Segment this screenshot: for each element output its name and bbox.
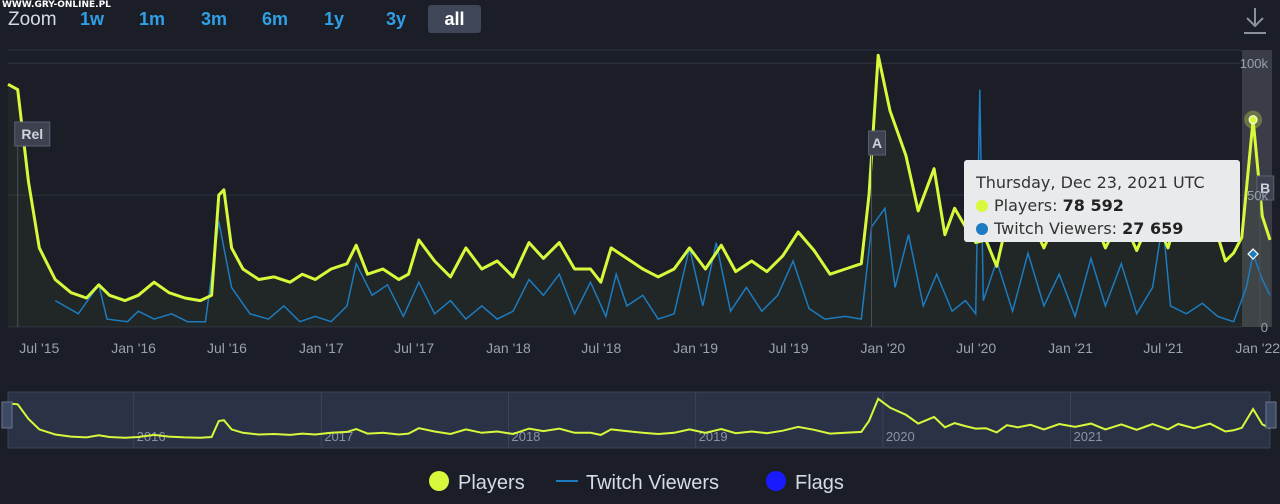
zoom-label: Zoom [8,9,57,30]
tooltip: Thursday, Dec 23, 2021 UTC Players: 78 5… [964,160,1240,242]
players-hover-point [1248,115,1258,125]
x-tick-label: Jan '20 [860,340,905,356]
x-tick-label: Jan '19 [673,340,718,356]
x-tick-label: Jul '16 [207,340,247,356]
legend-item-viewers[interactable]: Twitch Viewers [556,470,719,495]
players-legend-icon [429,471,449,491]
legend-viewers-label: Twitch Viewers [586,472,720,494]
series-area-players [8,55,1270,328]
zoom-6m-button[interactable]: 6m [261,9,288,29]
flag-label: A [872,135,882,151]
x-tick-label: Jan '22 [1235,340,1280,356]
x-tick-label: Jan '18 [486,340,531,356]
zoom-1m-button[interactable]: 1m [138,9,165,29]
tooltip-players-row: Players: 78 592 [976,196,1124,215]
navigator-year-label: 2021 [1074,429,1103,444]
zoom-all-button[interactable]: all [428,5,481,33]
x-tick-label: Jul '15 [19,340,59,356]
flag-label: B [1260,180,1270,196]
y-tick-label: 100k [1240,56,1269,71]
viewers-dot-icon [976,223,988,235]
tooltip-viewers-value: 27 659 [1122,219,1184,238]
x-tick-label: Jul '21 [1143,340,1183,356]
legend-item-flags[interactable]: Flags [765,470,844,495]
legend-players-label: Players [458,472,525,494]
watermark-text: WWW.GRY-ONLINE.PL [2,0,111,10]
zoom-1w-button[interactable]: 1w [79,9,104,29]
y-tick-label: 50k [1247,188,1268,203]
tooltip-viewers-row: Twitch Viewers: 27 659 [976,219,1183,238]
viewers-legend-icon [556,480,578,482]
flag-label: Rel [21,126,43,142]
legend: Players Twitch Viewers Flags [0,466,1280,500]
navigator-left-handle[interactable] [1,401,13,429]
y-tick-label: 0 [1261,320,1268,335]
x-tick-label: Jul '19 [768,340,808,356]
zoom-1y-button[interactable]: 1y [323,9,345,29]
navigator-series-players [7,397,1271,439]
tooltip-players-label: Players: [994,196,1063,215]
zoom-3y-button[interactable]: 3y [385,9,407,29]
zoom-3m-button[interactable]: 3m [200,9,227,29]
series-line-twitch-viewers [54,89,1271,323]
tooltip-viewers-label: Twitch Viewers: [994,219,1123,238]
zoom-bar: Zoom 1w 1m 3m 6m 1y 3y all [0,0,1280,40]
x-tick-label: Jul '17 [394,340,434,356]
x-tick-label: Jan '21 [1048,340,1093,356]
download-icon[interactable] [1240,5,1270,37]
flags-legend-icon [766,471,786,491]
x-tick-label: Jan '17 [299,340,344,356]
x-tick-label: Jul '20 [956,340,996,356]
flag-marker [14,121,51,147]
navigator-year-label: 2018 [511,429,540,444]
navigator-year-label: 2020 [886,429,915,444]
players-dot-icon [976,200,988,212]
navigator-background[interactable] [7,391,1271,449]
x-tick-label: Jan '16 [111,340,156,356]
tooltip-players-value: 78 592 [1062,196,1124,215]
flag-marker [868,130,887,156]
legend-flags-label: Flags [795,472,844,494]
x-tick-label: Jul '18 [581,340,621,356]
navigator-right-handle[interactable] [1265,401,1277,429]
viewers-hover-point [1247,248,1259,260]
navigator-year-label: 2016 [137,429,166,444]
tooltip-date: Thursday, Dec 23, 2021 UTC [976,173,1205,192]
legend-item-players[interactable]: Players [428,470,525,495]
flag-marker [1256,175,1275,201]
